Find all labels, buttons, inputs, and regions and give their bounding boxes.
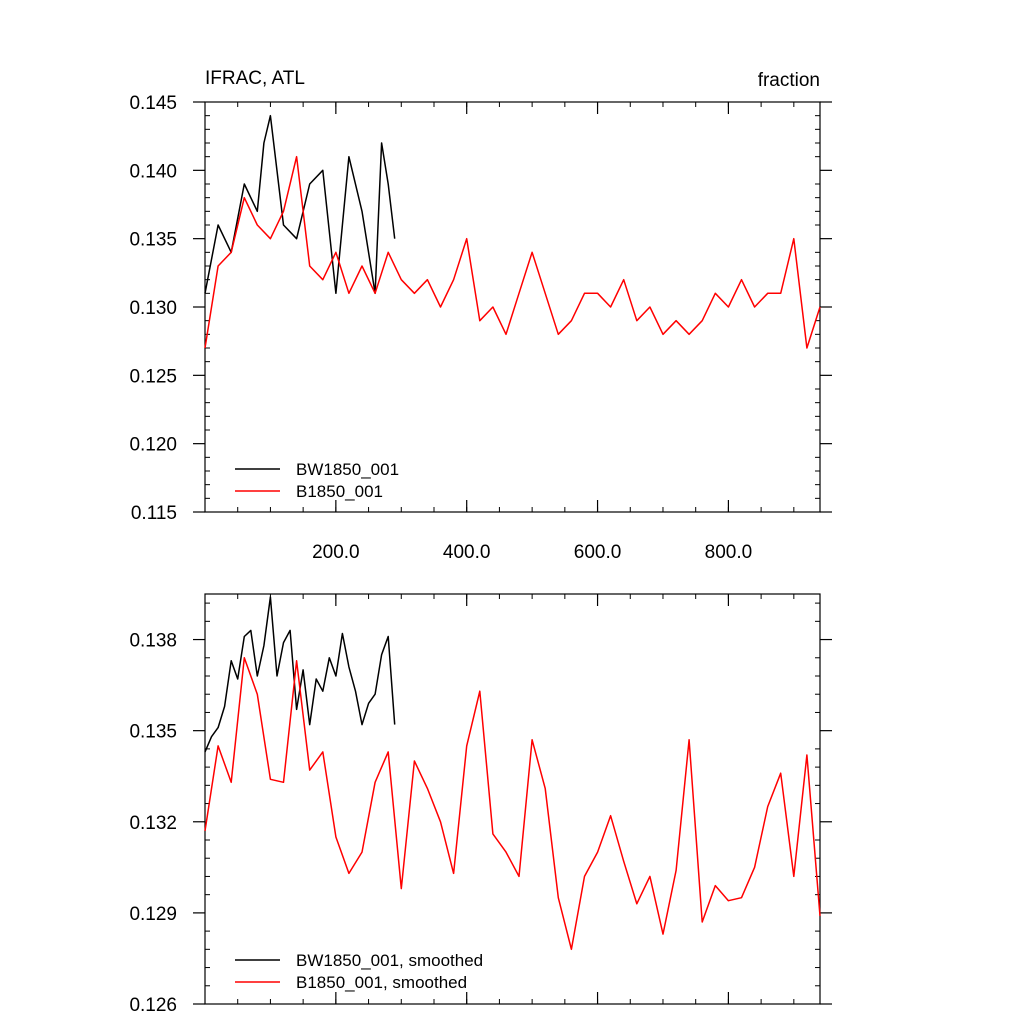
top-y-tick-label: 0.120: [129, 435, 177, 456]
top-y-tick-label: 0.135: [129, 230, 177, 251]
top-panel-units: fraction: [758, 70, 820, 91]
top-x-tick-label: 200.0: [312, 542, 360, 563]
top-legend-label-bw1850: BW1850_001: [296, 460, 399, 479]
top-series-group: [204, 114, 821, 349]
top-axis-ticks: 200.0 400.0 600.0 800.0 0.115 0.120 0.125 0.130…: [129, 93, 832, 563]
bottom-legend: BW1850_001, smoothed B1850_001, smoothed: [235, 951, 483, 992]
top-series-line-b1850: [204, 155, 821, 349]
top-x-tick-label: 800.0: [705, 542, 753, 563]
bottom-y-tick-label: 0.132: [129, 813, 177, 834]
top-legend: BW1850_001 B1850_001: [235, 460, 399, 501]
bottom-legend-label-bw1850: BW1850_001, smoothed: [296, 951, 483, 970]
top-series-line-bw1850: [204, 114, 396, 295]
top-panel-title: IFRAC, ATL: [205, 68, 305, 89]
bottom-panel: 0.126 0.129 0.132 0.135 0.138 BW1850_001, sm…: [129, 593, 832, 1016]
bottom-axis-ticks: 0.126 0.129 0.132 0.135 0.138: [129, 594, 832, 1016]
bottom-series-line-bw1850: [204, 596, 396, 753]
top-x-tick-label: 400.0: [443, 542, 491, 563]
top-y-tick-label: 0.125: [129, 366, 177, 387]
bottom-legend-label-b1850: B1850_001, smoothed: [296, 973, 467, 992]
top-y-tick-label: 0.130: [129, 298, 177, 319]
bottom-plot-frame: [204, 593, 821, 1005]
top-panel: IFRAC, ATL fraction 200.0 400.0 600.0 800.0…: [129, 68, 832, 563]
bottom-y-tick-label: 0.129: [129, 904, 177, 925]
top-y-tick-label: 0.140: [129, 161, 177, 182]
bottom-y-tick-label: 0.126: [129, 995, 177, 1016]
top-y-tick-label: 0.145: [129, 93, 177, 114]
bottom-series-line-b1850: [204, 657, 821, 951]
bottom-y-tick-label: 0.135: [129, 722, 177, 743]
top-y-tick-label: 0.115: [131, 503, 177, 524]
top-legend-label-b1850: B1850_001: [296, 482, 383, 501]
top-x-tick-label: 600.0: [574, 542, 622, 563]
bottom-series-group: [204, 596, 821, 951]
bottom-y-tick-label: 0.138: [129, 631, 177, 652]
